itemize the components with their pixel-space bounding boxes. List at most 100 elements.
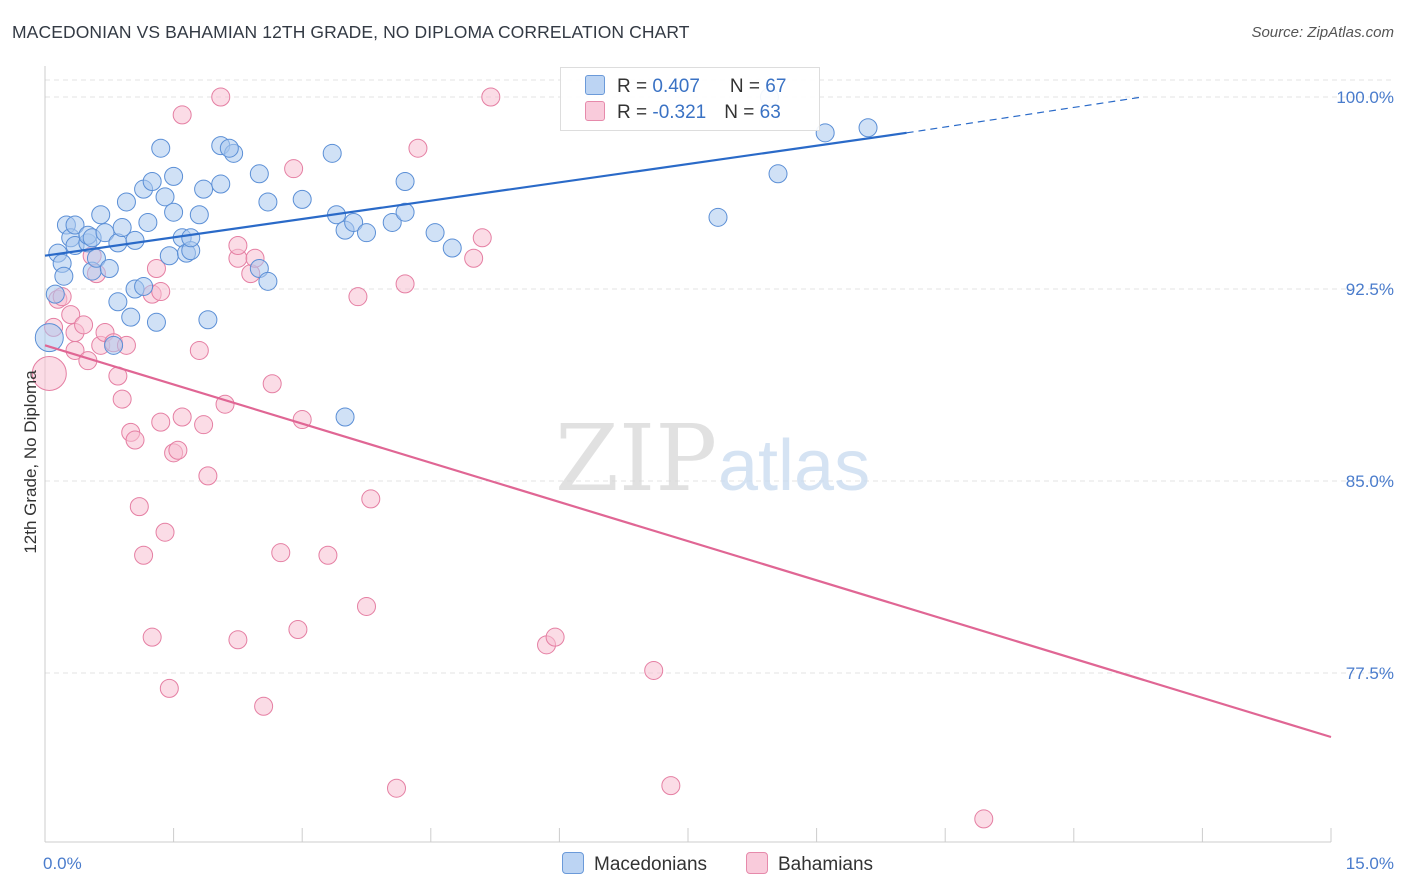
legend-swatch-pink bbox=[585, 101, 605, 121]
bahamians-point bbox=[31, 355, 67, 391]
bahamians-point bbox=[172, 105, 192, 125]
macedonians-point bbox=[34, 323, 64, 353]
bahamians-point bbox=[211, 87, 231, 107]
bahamians-point bbox=[134, 545, 154, 565]
legend-r-label: R = bbox=[617, 76, 653, 97]
bahamians-point bbox=[387, 778, 407, 798]
x-tick-label: 0.0% bbox=[43, 854, 82, 873]
macedonians-trend-line bbox=[44, 131, 907, 257]
bahamians-point bbox=[288, 619, 308, 639]
legend-n-value: 63 bbox=[759, 102, 781, 123]
bahamians-point bbox=[395, 274, 415, 294]
bottom-legend-label: Bahamians bbox=[778, 854, 874, 875]
macedonians-point bbox=[815, 123, 835, 143]
macedonians-point bbox=[211, 174, 231, 194]
macedonians-point bbox=[322, 143, 342, 163]
watermark: ZIP atlas bbox=[555, 405, 870, 512]
macedonians-point bbox=[45, 284, 65, 304]
bahamians-point bbox=[974, 809, 994, 829]
bahamians-point bbox=[644, 660, 664, 680]
bahamians-point bbox=[481, 87, 501, 107]
macedonians-points bbox=[34, 87, 878, 427]
bahamians-point bbox=[194, 415, 214, 435]
macedonians-point bbox=[125, 230, 145, 250]
macedonians-point bbox=[112, 218, 132, 238]
legend-row-bahamians: R = -0.321 N = 63 bbox=[585, 101, 781, 125]
bahamians-point bbox=[155, 522, 175, 542]
bahamians-point bbox=[357, 596, 376, 616]
macedonians-point bbox=[121, 307, 141, 327]
macedonians-point bbox=[104, 335, 124, 355]
bottom-legend-swatch-blue bbox=[562, 852, 584, 874]
y-tick-label: 92.5% bbox=[1346, 280, 1394, 299]
macedonians-point bbox=[164, 166, 184, 186]
bahamians-point bbox=[472, 228, 492, 248]
macedonians-point bbox=[155, 187, 175, 207]
macedonians-point bbox=[219, 138, 239, 158]
y-tick-label: 77.5% bbox=[1346, 664, 1394, 683]
macedonians-point bbox=[395, 171, 415, 191]
bahamians-point bbox=[254, 696, 274, 716]
macedonians-point bbox=[91, 205, 111, 225]
bahamians-point bbox=[464, 248, 484, 268]
macedonians-point bbox=[189, 205, 209, 225]
stats-legend: R = 0.407 N = 67 R = -0.321 N = 63 bbox=[560, 67, 820, 131]
macedonians-trend-extension bbox=[906, 96, 1143, 134]
tick-labels: 77.5% 85.0% 92.5% 100.0% 0.0% 15.0% bbox=[43, 88, 1394, 873]
trend-lines bbox=[44, 96, 1332, 739]
macedonians-point bbox=[134, 276, 154, 296]
macedonians-point bbox=[858, 118, 878, 138]
legend-n-label: N = bbox=[729, 76, 766, 97]
bahamians-trend-line bbox=[44, 344, 1332, 739]
macedonians-point bbox=[194, 179, 214, 199]
y-tick-label: 85.0% bbox=[1346, 472, 1394, 491]
macedonians-point bbox=[442, 238, 462, 258]
macedonians-point bbox=[292, 189, 312, 209]
bottom-legend-bahamians: Bahamians bbox=[746, 852, 873, 876]
legend-n-value: 67 bbox=[765, 76, 787, 97]
bahamians-point bbox=[151, 282, 171, 302]
legend-r-label: R = bbox=[617, 102, 653, 123]
bahamians-point bbox=[348, 287, 368, 307]
macedonians-point bbox=[382, 212, 402, 232]
macedonians-point bbox=[181, 228, 201, 248]
macedonians-point bbox=[249, 164, 269, 184]
macedonians-point bbox=[151, 138, 171, 158]
bahamians-point bbox=[271, 543, 291, 563]
bahamians-point bbox=[146, 259, 166, 279]
macedonians-point bbox=[198, 310, 218, 330]
macedonians-point bbox=[116, 192, 136, 212]
macedonians-point bbox=[164, 202, 184, 222]
bahamians-point bbox=[159, 678, 179, 698]
macedonians-point bbox=[99, 259, 119, 279]
watermark-atlas: atlas bbox=[718, 426, 870, 506]
chart-title: MACEDONIAN VS BAHAMIAN 12TH GRADE, NO DI… bbox=[12, 22, 690, 42]
macedonians-point bbox=[95, 223, 115, 243]
macedonians-point bbox=[146, 312, 166, 332]
macedonians-point bbox=[142, 171, 162, 191]
bahamians-point bbox=[262, 374, 282, 394]
bottom-legend-label: Macedonians bbox=[594, 854, 708, 875]
bahamians-point bbox=[172, 407, 192, 427]
bahamians-point bbox=[125, 430, 145, 450]
grid-layer bbox=[45, 79, 1395, 674]
bahamians-point bbox=[74, 315, 94, 335]
macedonians-point bbox=[768, 164, 788, 184]
macedonians-point bbox=[159, 246, 179, 266]
macedonians-point bbox=[344, 212, 364, 232]
bahamians-point bbox=[228, 235, 248, 255]
bahamians-point bbox=[661, 776, 681, 796]
source-label: Source: ZipAtlas.com bbox=[1251, 24, 1394, 41]
macedonians-point bbox=[357, 223, 376, 243]
macedonians-point bbox=[138, 212, 158, 232]
bottom-legend-macedonians: Macedonians bbox=[562, 852, 707, 876]
bahamians-point bbox=[284, 159, 304, 179]
bahamians-point bbox=[151, 412, 171, 432]
macedonians-point bbox=[708, 207, 728, 227]
bottom-legend-swatch-pink bbox=[746, 852, 768, 874]
legend-r-value: -0.321 bbox=[652, 102, 707, 123]
legend-r-value: 0.407 bbox=[652, 76, 700, 97]
y-axis-label: 12th Grade, No Diploma bbox=[21, 370, 40, 554]
bahamians-point bbox=[142, 627, 162, 647]
